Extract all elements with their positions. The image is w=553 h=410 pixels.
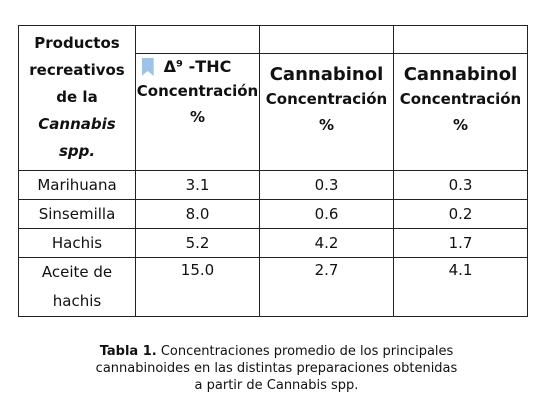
header-thc-title: Δ⁹ -THC — [163, 57, 232, 76]
header-product-line: Productos — [34, 34, 120, 52]
header-cannabinol-1: Cannabinol Concentración % — [259, 53, 394, 171]
cell-cbn1: 4.2 — [259, 228, 394, 258]
header-product: Productos recreativos de la Cannabis spp… — [18, 25, 136, 171]
cell-product: Marihuana — [18, 170, 136, 200]
cell-thc: 5.2 — [135, 228, 260, 258]
header-cannabinol-2: Cannabinol Concentración % — [393, 53, 528, 171]
bookmark-flag-icon — [141, 58, 154, 76]
header-thc-sub: Concentración — [136, 82, 259, 100]
header-cbn1-sub: Concentración — [265, 90, 388, 108]
header-cbn2-sub: Concentración — [399, 90, 522, 108]
cell-cbn2: 0.3 — [393, 170, 528, 200]
header-product-line: de la — [56, 88, 98, 106]
header-empty-cell — [135, 25, 260, 54]
caption-text: Concentraciones promedio de los principa… — [156, 344, 454, 359]
cell-product-line: Aceite de — [41, 263, 113, 281]
table-row: Sinsemilla 8.0 0.6 0.2 — [18, 199, 528, 229]
header-thc: Δ⁹ -THC Concentración % — [135, 53, 260, 171]
cell-product: Hachis — [18, 228, 136, 258]
header-cbn1-unit: % — [318, 116, 335, 134]
data-table-container: Productos recreativos de la Cannabis spp… — [18, 25, 528, 317]
header-cbn1-title: Cannabinol — [269, 64, 384, 85]
caption-label: Tabla 1. — [99, 344, 157, 359]
header-cbn2-unit: % — [452, 116, 469, 134]
table-row: Marihuana 3.1 0.3 0.3 — [18, 170, 528, 200]
table-row: Hachis 5.2 4.2 1.7 — [18, 228, 528, 258]
header-cbn2-title: Cannabinol — [403, 64, 518, 85]
cell-thc: 8.0 — [135, 199, 260, 229]
cell-cbn1: 2.7 — [259, 257, 394, 317]
caption-line: Tabla 1. Concentraciones promedio de los… — [0, 343, 553, 360]
cell-product: Sinsemilla — [18, 199, 136, 229]
cell-thc: 15.0 — [135, 257, 260, 317]
header-thc-unit: % — [189, 108, 206, 126]
caption-line: a partir de Cannabis spp. — [194, 378, 359, 393]
cell-thc: 3.1 — [135, 170, 260, 200]
header-product-line: recreativos — [29, 61, 125, 79]
cannabinoid-table: Productos recreativos de la Cannabis spp… — [18, 25, 528, 317]
header-empty-cell — [259, 25, 394, 54]
cell-cbn2: 1.7 — [393, 228, 528, 258]
header-empty-cell — [393, 25, 528, 54]
cell-cbn2: 0.2 — [393, 199, 528, 229]
header-product-italic: Cannabis — [38, 115, 116, 133]
cell-product-line: hachis — [52, 292, 102, 310]
cell-product: Aceite de hachis — [18, 257, 136, 317]
table-row: Aceite de hachis 15.0 2.7 4.1 — [18, 257, 528, 317]
header-product-italic: spp. — [58, 142, 96, 160]
cell-cbn1: 0.6 — [259, 199, 394, 229]
caption-line: cannabinoides en las distintas preparaci… — [95, 361, 458, 376]
table-caption: Tabla 1. Concentraciones promedio de los… — [0, 343, 553, 394]
cell-cbn1: 0.3 — [259, 170, 394, 200]
cell-cbn2: 4.1 — [393, 257, 528, 317]
